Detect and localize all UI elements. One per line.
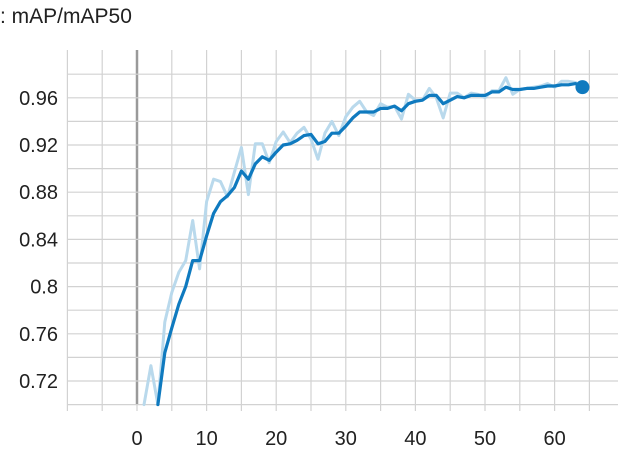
y-tick-label: 0.72 [19,371,58,393]
x-tick-label: 20 [265,428,287,450]
chart-title: : mAP/mAP50 [0,5,132,28]
series-end-marker[interactable] [575,80,590,95]
y-tick-label: 0.8 [30,277,58,299]
y-tick-label: 0.76 [19,324,58,346]
y-tick-label: 0.96 [19,88,58,110]
x-tick-label: 10 [195,428,217,450]
x-tick-label: 0 [131,428,142,450]
tick-labels: 0 10 20 30 40 50 60 0.72 0.76 0.8 0.84 0.88 0.92 0.96 [19,88,566,450]
raw-series-line [142,76,584,407]
smoothed-series-line [156,81,585,407]
x-tick-label: 50 [474,428,496,450]
series-lines [142,76,590,407]
y-tick-label: 0.92 [19,135,58,157]
axis-ticks [66,405,591,411]
x-tick-label: 40 [404,428,426,450]
x-tick-label: 60 [543,428,565,450]
y-tick-label: 0.84 [19,229,58,251]
grid-lines [66,50,618,406]
x-tick-label: 30 [335,428,357,450]
y-tick-label: 0.88 [19,182,58,204]
